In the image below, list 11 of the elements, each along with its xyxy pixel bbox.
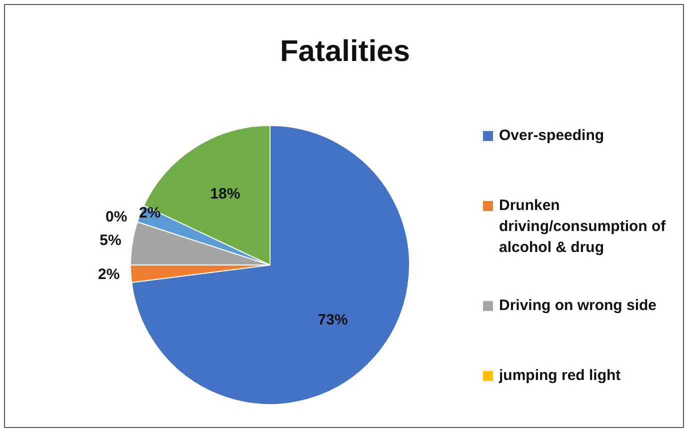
legend-label: Over-speeding — [499, 126, 604, 146]
data-label: 2% — [98, 266, 120, 283]
text: 0% — [106, 208, 128, 226]
data-label: 2% — [138, 204, 161, 222]
legend-label: Driving on wrong side — [499, 296, 657, 316]
data-label: 5% — [100, 232, 122, 250]
legend-label: Drunken driving/consumption of alcohol & drug — [499, 196, 667, 258]
legend-label: jumping red light — [499, 366, 621, 386]
chart-title: Fatalities — [278, 35, 412, 69]
data-label: 18% — [210, 185, 240, 202]
data-label: 73% — [318, 311, 348, 328]
